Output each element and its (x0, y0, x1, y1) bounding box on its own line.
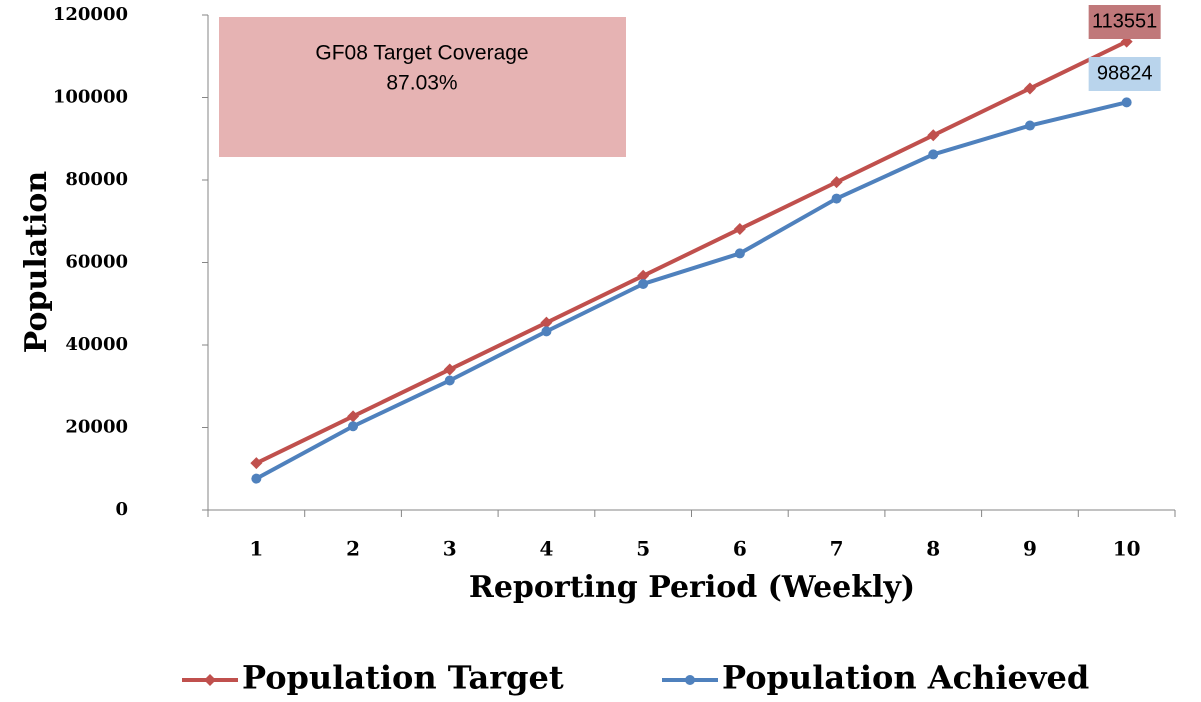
data-label: 98824 (1097, 62, 1153, 84)
marker (638, 278, 649, 289)
x-tick-label: 6 (733, 537, 747, 561)
marker (251, 473, 262, 484)
y-tick-label: 40000 (65, 334, 128, 355)
marker (685, 675, 695, 685)
x-tick-label: 5 (636, 537, 650, 561)
marker (204, 674, 216, 686)
y-tick-label: 100000 (53, 87, 128, 108)
marker (1024, 120, 1035, 131)
legend-label: Population Target (242, 659, 564, 697)
annotation-box (219, 17, 626, 157)
marker (733, 222, 746, 235)
x-tick-label: 8 (926, 537, 940, 561)
marker (541, 326, 552, 337)
x-axis-label: Reporting Period (Weekly) (469, 570, 915, 605)
x-tick-label: 7 (830, 537, 844, 561)
marker (443, 363, 456, 376)
series-line (255, 39, 1128, 465)
legend-label: Population Achieved (722, 659, 1089, 697)
x-tick-label: 9 (1023, 537, 1037, 561)
y-tick-label: 20000 (65, 417, 128, 438)
marker (637, 269, 650, 282)
x-tick-label: 1 (249, 537, 263, 561)
y-axis-label: Population (19, 171, 54, 354)
y-tick-label: 60000 (65, 252, 128, 273)
marker (928, 149, 939, 160)
marker (1023, 82, 1036, 95)
annotation-title: GF08 Target Coverage (315, 42, 528, 65)
marker (347, 410, 360, 423)
x-tick-label: 2 (346, 537, 360, 561)
series-line (255, 100, 1128, 481)
marker (734, 248, 745, 259)
marker (831, 193, 842, 204)
marker (250, 457, 263, 470)
marker (927, 129, 940, 142)
x-tick-label: 4 (539, 537, 553, 561)
annotation-value: 87.03% (386, 72, 457, 95)
x-tick-label: 3 (443, 537, 457, 561)
data-label-box (1088, 5, 1161, 39)
data-label-box (1088, 57, 1161, 91)
marker (1121, 97, 1132, 108)
marker (444, 375, 455, 386)
marker (540, 316, 553, 329)
y-tick-label: 0 (115, 499, 128, 520)
x-tick-label: 10 (1113, 537, 1141, 561)
marker (348, 421, 359, 432)
y-tick-label: 120000 (53, 4, 128, 25)
y-tick-label: 80000 (65, 169, 128, 190)
marker (830, 176, 843, 189)
data-label: 113551 (1092, 10, 1157, 32)
